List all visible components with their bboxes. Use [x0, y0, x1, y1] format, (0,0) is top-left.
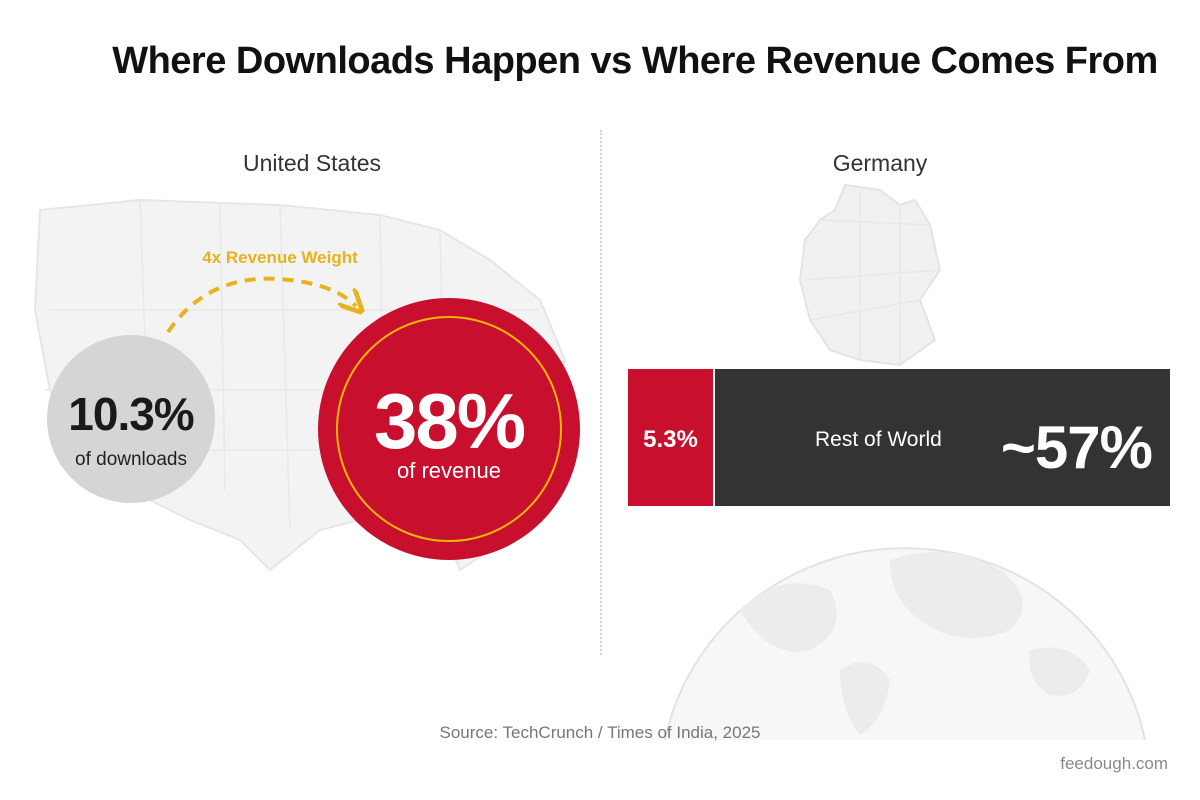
globe-background	[664, 547, 1146, 740]
watermark: feedough.com	[1060, 754, 1168, 773]
us-panel-label: United States	[242, 150, 382, 176]
germany-panel-label: Germany	[832, 150, 928, 176]
rest-of-world-bar-segment: Rest of World ~57%	[715, 369, 1170, 506]
revenue-bubble-ring	[336, 316, 562, 542]
rest-of-world-value: ~57%	[1000, 414, 1153, 481]
panel-divider	[600, 130, 602, 655]
downloads-bubble: 10.3% of downloads	[47, 335, 215, 503]
revenue-weight-label: 4x Revenue Weight	[202, 248, 358, 267]
rest-of-world-label: Rest of World	[815, 428, 942, 451]
downloads-caption: of downloads	[75, 449, 187, 470]
revenue-value: 38%	[373, 377, 526, 465]
revenue-caption: of revenue	[397, 458, 501, 483]
germany-map-background	[798, 183, 942, 367]
germany-bar-value: 5.3%	[643, 426, 698, 453]
downloads-value: 10.3%	[68, 388, 194, 440]
source-note: Source: TechCrunch / Times of India, 202…	[439, 723, 761, 742]
revenue-bubble: 38% of revenue	[318, 298, 580, 560]
germany-bar-segment: 5.3%	[628, 369, 713, 506]
chart-title: Where Downloads Happen vs Where Revenue …	[112, 40, 1158, 82]
